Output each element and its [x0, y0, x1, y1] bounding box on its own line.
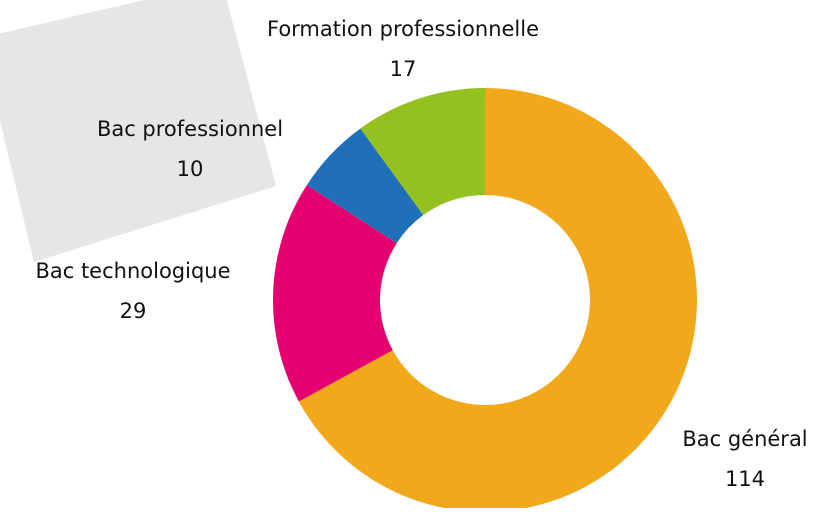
slice-value: 29	[120, 299, 147, 323]
slice-value: 10	[177, 157, 204, 181]
donut-slice	[306, 128, 424, 244]
slice-label: Bac général	[682, 427, 807, 451]
slice-value: 114	[725, 467, 765, 491]
background-shape	[0, 0, 276, 262]
slice-label: Bac technologique	[35, 259, 230, 283]
slice-label: Bac professionnel	[97, 117, 283, 141]
donut-slice	[360, 88, 485, 216]
donut-slice	[272, 185, 397, 402]
slice-value: 17	[390, 57, 417, 81]
slice-label: Formation professionnelle	[267, 17, 539, 41]
donut-slice	[298, 88, 698, 512]
